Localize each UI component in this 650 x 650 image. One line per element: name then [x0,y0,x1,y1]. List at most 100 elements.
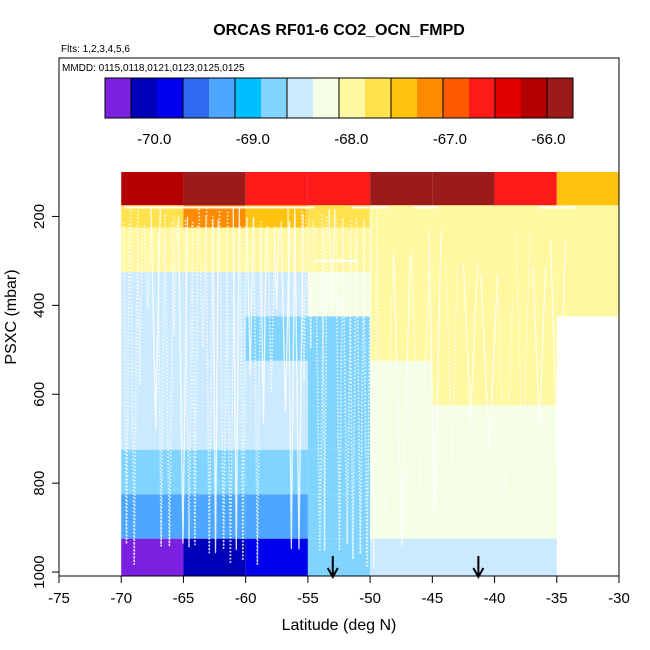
heatmap-cell [245,227,308,273]
heatmap-cell [245,538,308,576]
heatmap-cell [370,205,433,228]
flight-track-profile [348,231,358,560]
colorbar-swatch [183,78,210,118]
flight-track-profile [170,222,178,336]
flight-track-profile [314,227,326,551]
colorbar-swatch [443,78,470,118]
y-tick-label: 200 [31,204,48,229]
colorbar-tick-label: -68.0 [334,131,368,148]
flight-track-profile [307,220,314,349]
colorbar-tick-label: -69.0 [236,131,270,148]
x-tick-label: -45 [421,590,443,607]
flight-track-profile [122,222,131,545]
heatmap-cell [307,316,371,361]
plot-area [121,172,619,580]
heatmap-cell [556,172,619,206]
colorbar: -70.0 -69.0 -68.0 -67.0 -66.0 [104,77,574,148]
heatmap-cell [370,172,433,206]
colorbar-swatch [157,78,184,118]
heatmap-cell [494,272,557,317]
colorbar-tick-label: -66.0 [531,131,565,148]
flight-track-profile [205,216,214,554]
flight-track-profile [480,274,499,452]
colorbar-swatch [261,78,288,118]
flight-track-profile [532,266,547,430]
colorbar-swatch [313,78,340,118]
arrow-markers [326,556,485,580]
flight-track-profile [259,228,267,424]
flight-track-profile [266,226,276,393]
heatmap-cell [183,316,246,361]
flight-track-profile [294,213,304,550]
x-tick-label: -60 [235,590,257,607]
heatmap-cell [370,405,433,450]
flight-track-profile [129,209,139,566]
x-tick-label: -55 [297,590,319,607]
heatmap-cell [370,316,433,361]
flight-track-profile [375,251,395,528]
flight-track-profile [246,217,255,375]
flight-track-profile [191,224,199,546]
x-tick-label: -75 [48,590,70,607]
heatmap-cell [183,538,246,576]
colorbar-swatch [105,78,132,118]
heatmap-cell [370,449,433,495]
heatmap-cell [307,272,371,317]
flight-track-profile [287,208,296,550]
heatmap-cell [307,205,371,228]
heatmap-cell [245,494,308,539]
flight-track-profile [143,225,153,309]
heatmap-cell [432,172,495,206]
heatmap-cell [121,538,184,576]
colorbar-swatch [495,78,522,118]
heatmap-cell [494,172,557,206]
flight-track-profile [232,208,241,551]
x-tick-label: -65 [173,590,195,607]
flight-track-profile [252,219,262,565]
heatmap-cell [183,205,246,228]
heatmap-cell [245,405,308,450]
flight-track-profile [198,208,208,349]
heatmap-cell [556,272,619,317]
colorbar-swatch [131,78,158,118]
heatmap-cell [556,205,619,228]
heatmap-cell [370,227,433,273]
heatmap-cell [307,172,371,206]
heatmap-cell [494,449,557,495]
flight-track-profile [369,209,379,568]
heatmap-cell [494,538,557,576]
heatmap-cell [432,405,495,450]
heatmap-cell [245,172,308,206]
colorbar-tick-label: -67.0 [433,131,467,148]
flight-tracks [122,206,576,569]
heatmap-cell [556,227,619,273]
chart-title: ORCAS RF01-6 CO2_OCN_FMPD [213,22,465,39]
colorbar-tick-label: -70.0 [137,131,171,148]
flight-track-profile [497,297,514,506]
flight-track-profile [163,215,175,547]
flight-track-profile [393,255,411,547]
heatmap-cell [432,272,495,317]
heatmap-cell [370,538,433,576]
colorbar-swatch [521,78,548,118]
heatmap-cell [245,316,308,361]
flight-track-profile [184,220,194,549]
colorbar-swatch [469,78,496,118]
colorbar-swatch [417,78,444,118]
x-tick-label: -35 [546,590,568,607]
flight-track-profile [328,209,336,313]
flight-track-profile [362,222,372,569]
flights-note: Flts: 1,2,3,4,5,6 [61,44,130,55]
x-tick-label: -40 [484,590,506,607]
flight-track-profile [300,207,308,382]
x-tick-label: -70 [110,590,132,607]
heatmap-cell [370,272,433,317]
heatmap-cell [432,360,495,406]
flight-track-profile [462,262,479,423]
heatmap-cell [121,405,184,450]
x-tick-label: -50 [359,590,381,607]
flight-track-profile [427,230,442,517]
heatmap-cell [494,494,557,539]
flight-track-profile [239,225,247,562]
heatmap-cell [494,205,557,228]
